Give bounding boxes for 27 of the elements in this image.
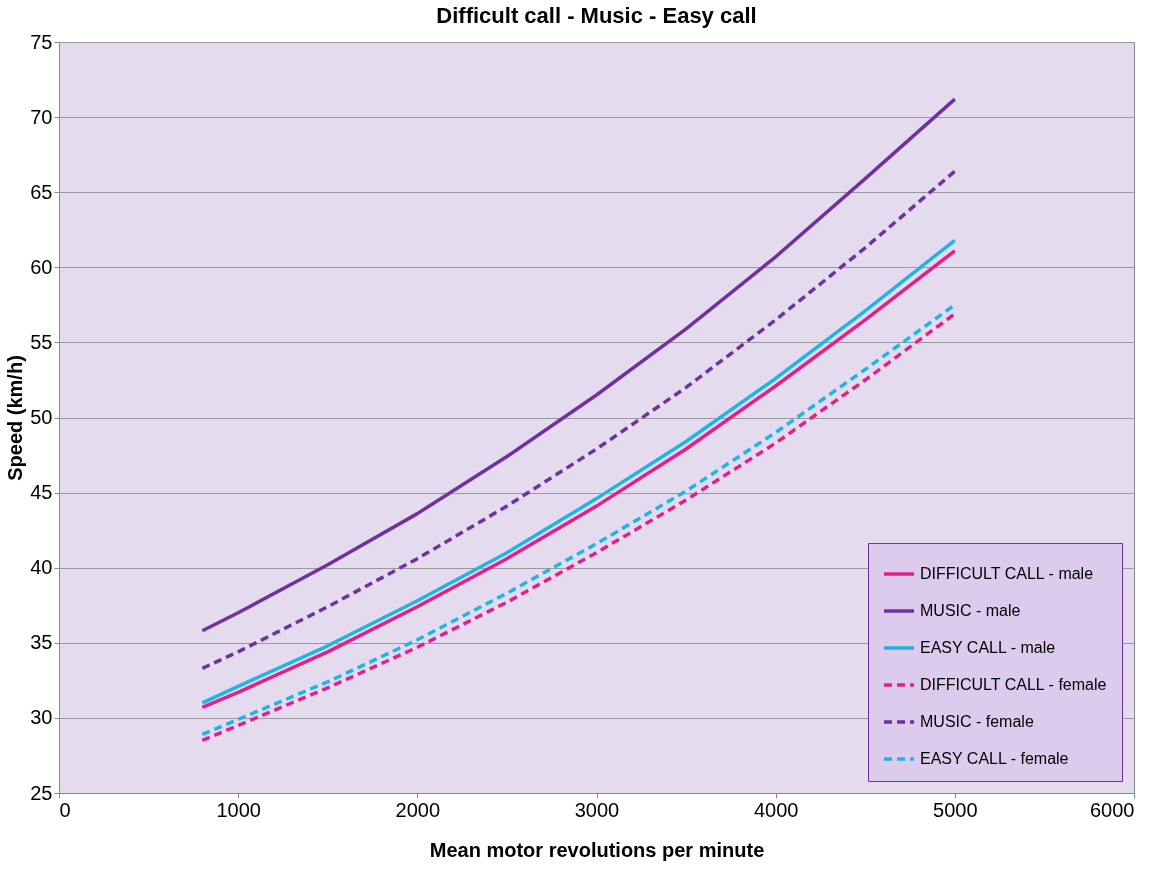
legend-label: EASY CALL - female	[920, 750, 1069, 767]
y-tick-label: 70	[30, 105, 53, 128]
y-tick-label: 60	[30, 255, 53, 278]
x-tick-label: 3000	[574, 798, 620, 821]
legend-label: MUSIC - male	[920, 602, 1021, 619]
y-tick-label: 75	[30, 30, 53, 53]
y-tick-label: 30	[30, 706, 53, 729]
y-tick-label: 40	[30, 556, 53, 579]
y-tick-label: 25	[30, 781, 53, 804]
y-tick-label: 45	[30, 481, 53, 504]
x-tick-label: 4000	[753, 798, 799, 821]
y-tick-label: 50	[30, 406, 53, 428]
x-tick-label: 0	[59, 798, 71, 821]
y-tick-label: 35	[30, 631, 53, 654]
x-axis-title: Mean motor revolutions per minute	[429, 838, 765, 861]
legend-label: DIFFICULT CALL - female	[920, 676, 1107, 693]
legend-label: MUSIC - female	[920, 713, 1034, 730]
chart-title: Difficult call - Music - Easy call	[436, 3, 757, 28]
x-tick-label: 6000	[1090, 798, 1135, 821]
y-tick-label: 65	[30, 180, 53, 203]
y-axis-title: Speed (km/h)	[4, 355, 27, 481]
x-tick-label: 2000	[395, 798, 441, 821]
x-tick-label: 5000	[933, 798, 978, 821]
legend-label: EASY CALL - male	[920, 639, 1056, 656]
y-tick-label: 55	[30, 330, 53, 353]
legend-label: DIFFICULT CALL - male	[920, 565, 1094, 582]
x-tick-label: 1000	[216, 798, 261, 821]
